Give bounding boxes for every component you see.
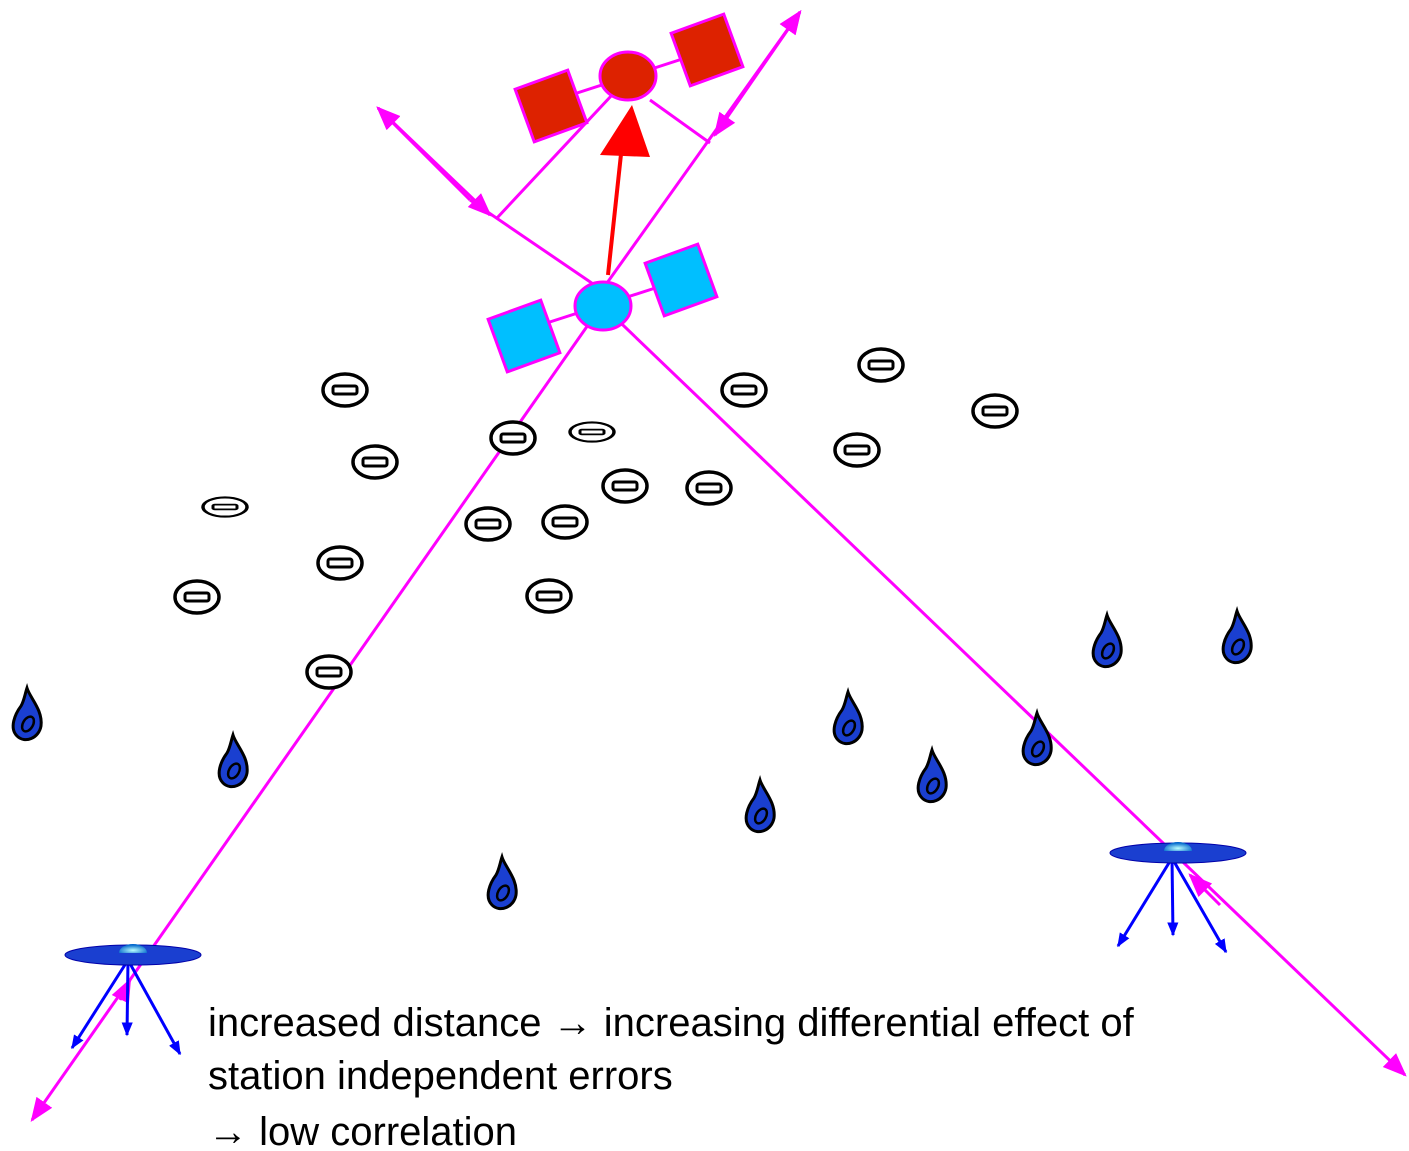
motion-arrow [600,105,650,275]
diagram: increased distance → increasing differen… [0,0,1409,1151]
ionosphere-electrons [175,349,1017,688]
caption-line: station independent errors [208,1054,673,1098]
caption: increased distance → increasing differen… [208,1001,1135,1151]
caption-line: increased distance → increasing differen… [208,1001,1135,1045]
caption-line: → low correlation [208,1110,517,1151]
station-right [1110,842,1246,952]
signal-lines [32,12,1405,1120]
troposphere-drops [13,611,1251,909]
satellite [488,244,717,372]
station-left [65,944,201,1054]
